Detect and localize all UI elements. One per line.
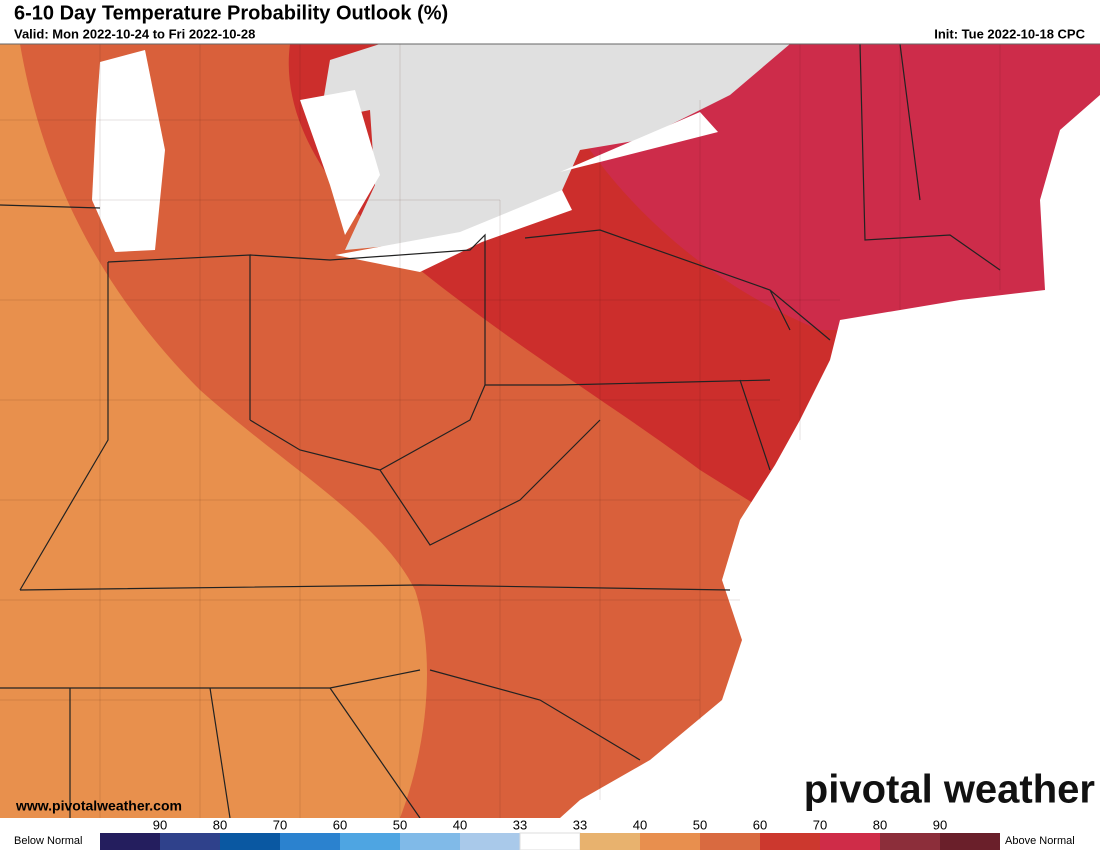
legend-swatch <box>220 833 280 850</box>
legend-swatch <box>460 833 520 850</box>
lake-huron <box>300 90 380 235</box>
legend-label: 80 <box>213 817 227 832</box>
state-borders <box>0 43 1001 819</box>
below-normal: Below Normal <box>14 835 82 847</box>
prob-70-80 <box>590 44 1100 330</box>
legend-swatch <box>340 833 400 850</box>
legend-swatch <box>160 833 220 850</box>
legend-swatch <box>880 833 940 850</box>
legend-label: 40 <box>453 817 467 832</box>
county-lines <box>0 44 1001 818</box>
website: www.pivotalweather.com <box>15 798 182 814</box>
canada <box>320 44 790 250</box>
atlantic-ocean <box>560 95 1100 818</box>
header-bg <box>0 0 1100 44</box>
lake-ontario <box>560 112 718 172</box>
legend-label: 33 <box>513 817 527 832</box>
legend-swatch <box>820 833 880 850</box>
legend-label: 70 <box>273 817 287 832</box>
legend-label: 70 <box>813 817 827 832</box>
legend-label: 50 <box>393 817 407 832</box>
legend-label: 60 <box>753 817 767 832</box>
legend-swatch <box>580 833 640 850</box>
legend-label: 90 <box>153 817 167 832</box>
legend-swatch <box>760 833 820 850</box>
legend-label: 33 <box>573 817 587 832</box>
legend-label: 50 <box>693 817 707 832</box>
legend-label: 90 <box>933 817 947 832</box>
init-time: Init: Tue 2022-10-18 CPC <box>934 26 1085 41</box>
legend-swatch <box>100 833 160 850</box>
map <box>0 43 1100 819</box>
above-normal: Above Normal <box>1005 835 1075 847</box>
logo: pivotal weather <box>804 768 1095 812</box>
legend-swatch <box>640 833 700 850</box>
legend-swatch <box>400 833 460 850</box>
legend-label: 60 <box>333 817 347 832</box>
legend-swatch <box>280 833 340 850</box>
title: 6-10 Day Temperature Probability Outlook… <box>14 2 448 24</box>
legend-label: 40 <box>633 817 647 832</box>
lake-michigan <box>92 50 165 252</box>
lake-erie <box>335 190 572 272</box>
legend-label: 80 <box>873 817 887 832</box>
legend-swatch <box>940 833 1000 850</box>
legend-swatch <box>519 832 581 850</box>
legend-swatch <box>700 833 760 850</box>
valid-time: Valid: Mon 2022-10-24 to Fri 2022-10-28 <box>14 26 255 41</box>
